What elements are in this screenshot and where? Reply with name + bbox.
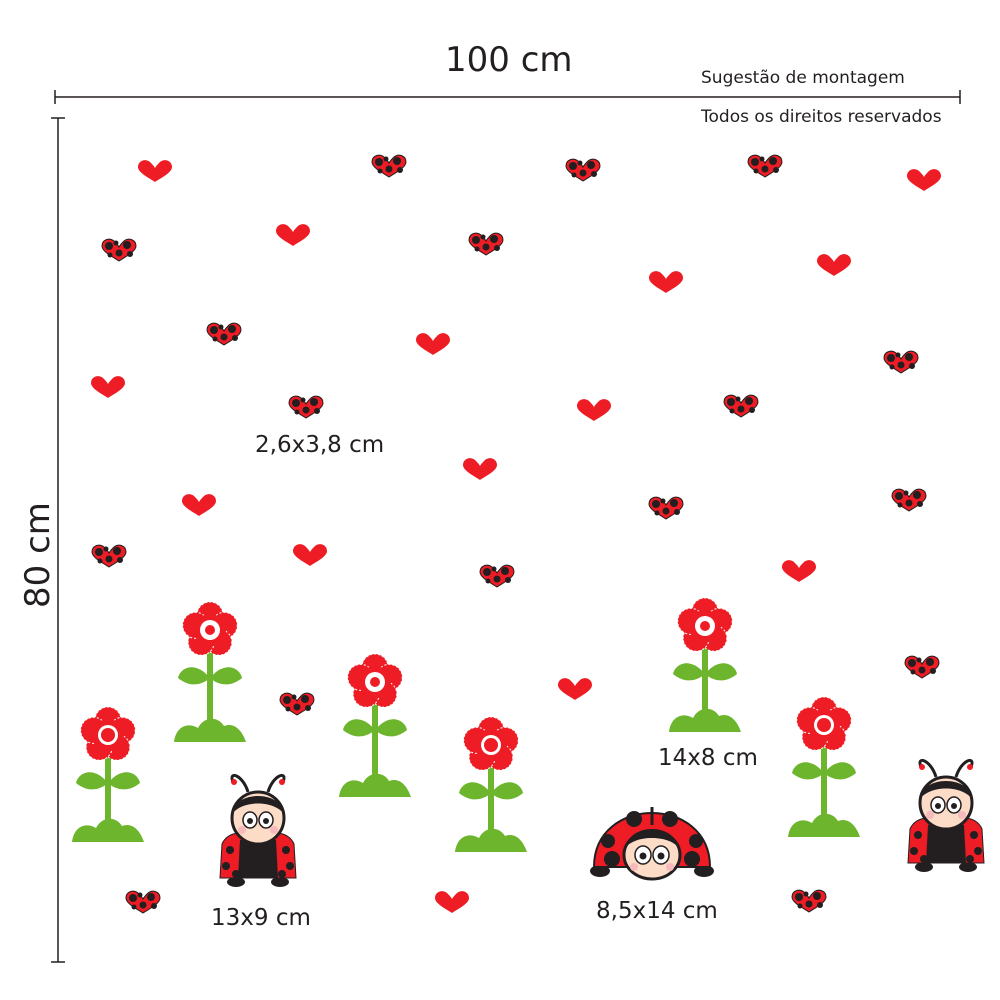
- heart-icon: [782, 560, 816, 582]
- heart-icon: [293, 544, 327, 566]
- flower-icon: [339, 653, 411, 797]
- heart-icon: [463, 458, 497, 480]
- heart-icon: [435, 891, 469, 913]
- dotted-heart-icon: [904, 655, 940, 679]
- heart-icon: [182, 494, 216, 516]
- heart-icon: [276, 224, 310, 246]
- flower-icon: [669, 597, 741, 732]
- dotted-heart-icon: [91, 544, 127, 568]
- flower-icon: [72, 706, 144, 842]
- flower-icon: [455, 716, 527, 852]
- flower-icon: [788, 696, 860, 837]
- heart-icon: [558, 678, 592, 700]
- rights-note: Todos os direitos reservados: [701, 107, 942, 127]
- hearts-size-label: 2,6x3,8 cm: [255, 432, 385, 458]
- heart-icon: [416, 333, 450, 355]
- height-dimension-label: 80 cm: [18, 502, 58, 608]
- dotted-heart-icon: [101, 238, 137, 262]
- heart-icon: [649, 271, 683, 293]
- dotted-heart-icon: [125, 890, 161, 914]
- dotted-heart-icon: [891, 488, 927, 512]
- ladybug-icon: [219, 773, 297, 887]
- width-dimension-label: 100 cm: [445, 40, 573, 80]
- dotted-heart-icon: [791, 889, 827, 913]
- ladybug-icon: [907, 758, 985, 872]
- ladybug-dome-size-label: 8,5x14 cm: [596, 898, 718, 924]
- ladybug-size-label: 13x9 cm: [211, 905, 311, 931]
- assembly-note: Sugestão de montagem: [701, 68, 905, 88]
- dotted-heart-icon: [883, 350, 919, 374]
- dotted-heart-icon: [723, 394, 759, 418]
- dotted-heart-icon: [479, 564, 515, 588]
- dotted-heart-icon: [288, 395, 324, 419]
- heart-icon: [91, 376, 125, 398]
- heart-icon: [138, 160, 172, 182]
- dotted-heart-icon: [279, 692, 315, 716]
- dotted-heart-icon: [468, 232, 504, 256]
- dimension-lines: [51, 90, 961, 963]
- dotted-heart-icon: [565, 158, 601, 182]
- dotted-heart-icon: [371, 154, 407, 178]
- heart-icon: [817, 254, 851, 276]
- flower-size-label: 14x8 cm: [658, 745, 758, 771]
- dotted-heart-icon: [747, 154, 783, 178]
- flower-icon: [174, 601, 246, 742]
- dotted-heart-icon: [206, 322, 242, 346]
- dotted-heart-icon: [648, 496, 684, 520]
- heart-icon: [577, 399, 611, 421]
- ladybug-icon: [590, 807, 714, 881]
- heart-icon: [907, 169, 941, 191]
